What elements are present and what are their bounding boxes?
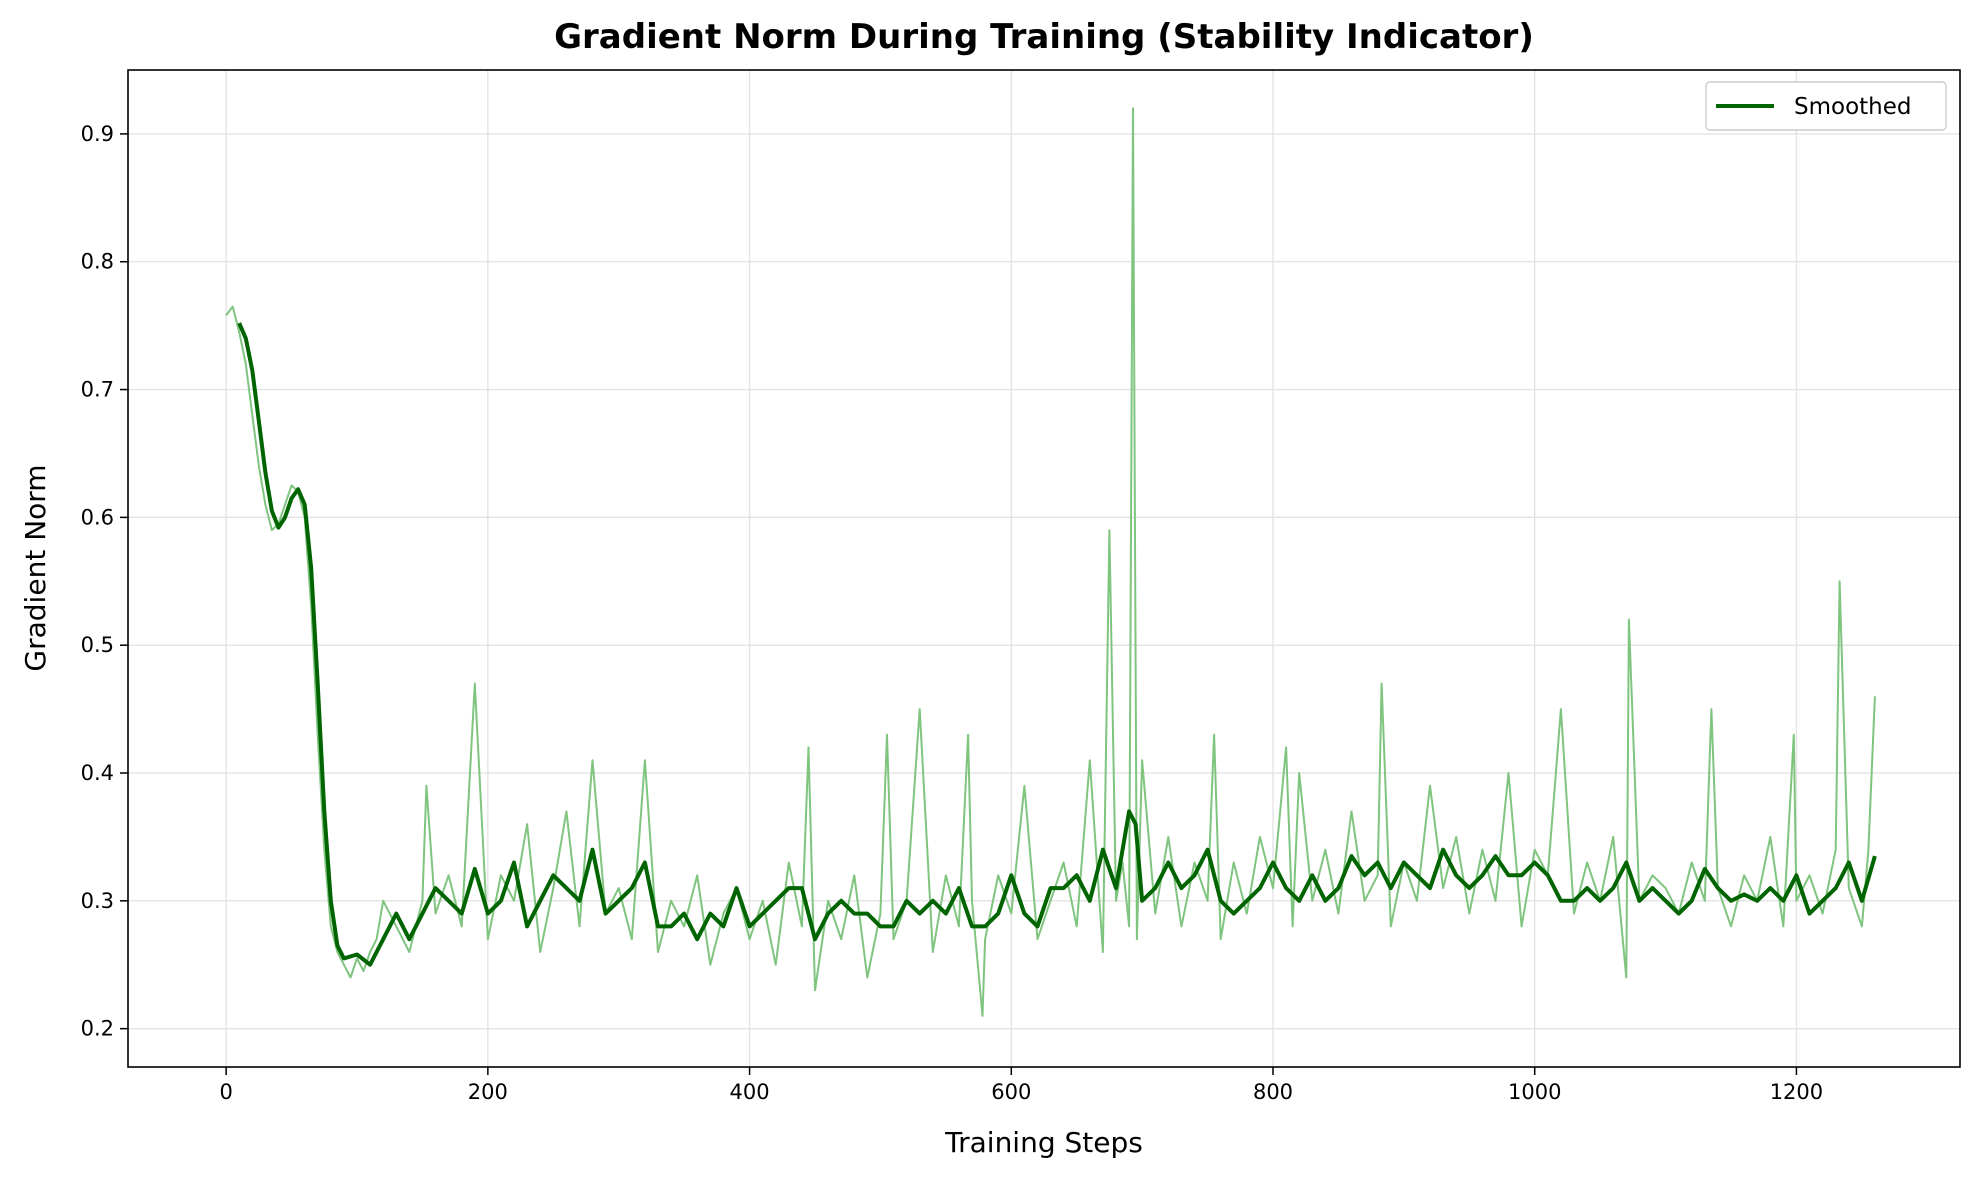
y-tick-label: 0.5 (81, 633, 114, 657)
legend: Smoothed (1705, 81, 1947, 131)
axis-ticks: 0 200 400 600 800 1000 1200 0.2 0.3 0.4 0.5 0.6 0.7 0… (81, 122, 1824, 1104)
grid-lines (128, 70, 1960, 1067)
legend-label-smoothed: Smoothed (1794, 94, 1912, 120)
y-axis-label: Gradient Norm (19, 464, 52, 671)
x-tick-label: 600 (991, 1080, 1031, 1104)
x-tick-label: 200 (468, 1080, 508, 1104)
chart-title: Gradient Norm During Training (Stability… (554, 17, 1534, 57)
plot-frame (127, 69, 1961, 1068)
x-tick-label: 0 (219, 1080, 232, 1104)
y-tick-label: 0.6 (81, 505, 114, 529)
y-tick-label: 0.7 (81, 378, 114, 402)
legend-box (1705, 81, 1947, 131)
raw-gradient-norm-line (225, 107, 1876, 1017)
y-tick-label: 0.2 (81, 1017, 114, 1041)
x-tick-label: 1200 (1770, 1080, 1823, 1104)
series-layer (225, 107, 1877, 1017)
y-tick-label: 0.9 (81, 122, 114, 146)
x-axis-label: Training Steps (944, 1126, 1143, 1159)
y-tick-label: 0.8 (81, 250, 114, 274)
y-tick-label: 0.4 (81, 761, 114, 785)
x-tick-label: 800 (1253, 1080, 1293, 1104)
smoothed-gradient-norm-line (237, 322, 1877, 967)
y-tick-label: 0.3 (81, 889, 114, 913)
x-tick-label: 400 (730, 1080, 770, 1104)
x-tick-label: 1000 (1508, 1080, 1561, 1104)
